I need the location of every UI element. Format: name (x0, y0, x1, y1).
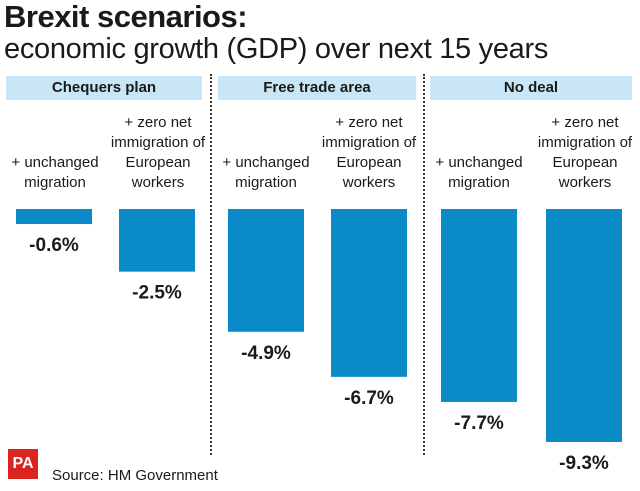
bar-1-1 (16, 209, 92, 225)
bar-2-2 (331, 209, 407, 377)
column-label-fta-unchanged: + unchanged migration (222, 154, 310, 191)
value-label-2-2: -6.7% (344, 388, 394, 409)
value-label-1-1: -0.6% (29, 235, 79, 256)
column-label-chequers-zero-net: + zero net immigration of European worke… (110, 114, 206, 191)
column-label-nodeal-zero-net: + zero net immigration of European worke… (537, 114, 633, 191)
bar-1-2 (119, 209, 195, 272)
group-header-chequers: Chequers plan (6, 76, 202, 100)
group-divider-1 (210, 74, 212, 455)
bar-3-1 (441, 209, 517, 402)
group-divider-2 (423, 74, 425, 455)
bar-3-2 (546, 209, 622, 442)
value-label-1-2: -2.5% (132, 283, 182, 304)
value-label-2-1: -4.9% (241, 343, 291, 364)
group-header-no-deal: No deal (430, 76, 632, 100)
column-label-fta-zero-net: + zero net immigration of European worke… (321, 114, 417, 191)
value-label-3-2: -9.3% (559, 453, 609, 474)
column-label-chequers-unchanged: + unchanged migration (11, 154, 99, 191)
pa-logo: PA (8, 449, 38, 479)
column-label-nodeal-unchanged: + unchanged migration (435, 154, 523, 191)
value-label-3-1: -7.7% (454, 413, 504, 434)
chart-subtitle: economic growth (GDP) over next 15 years (4, 33, 549, 65)
group-header-free-trade: Free trade area (218, 76, 416, 100)
source-note: Source: HM Government (52, 467, 218, 484)
chart-title: Brexit scenarios: (4, 0, 248, 34)
bar-2-1 (228, 209, 304, 332)
